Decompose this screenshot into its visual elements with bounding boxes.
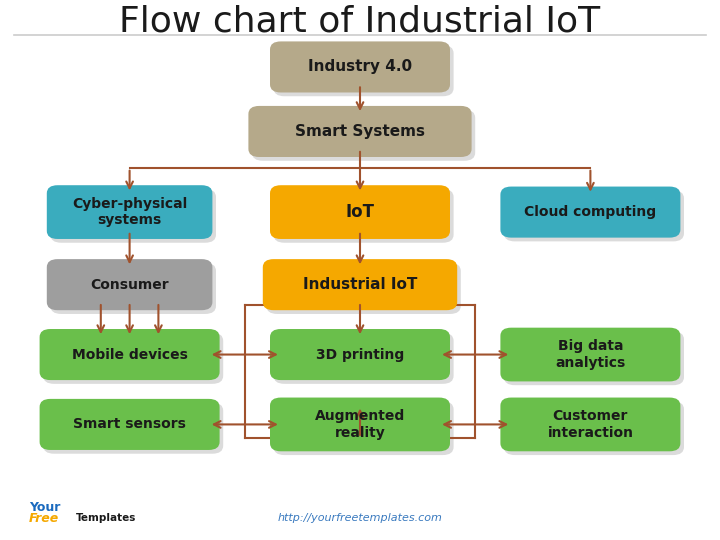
Text: Mobile devices: Mobile devices (72, 348, 187, 362)
FancyBboxPatch shape (40, 329, 220, 380)
FancyBboxPatch shape (500, 397, 680, 451)
FancyBboxPatch shape (274, 401, 454, 455)
Text: Free: Free (29, 512, 59, 525)
FancyBboxPatch shape (274, 45, 454, 96)
Text: Smart Systems: Smart Systems (295, 124, 425, 139)
FancyBboxPatch shape (504, 332, 684, 385)
FancyBboxPatch shape (274, 333, 454, 384)
FancyBboxPatch shape (266, 263, 461, 314)
FancyBboxPatch shape (270, 42, 450, 92)
Text: Cloud computing: Cloud computing (524, 205, 657, 219)
FancyBboxPatch shape (504, 401, 684, 455)
Text: Industrial IoT: Industrial IoT (303, 277, 417, 292)
FancyBboxPatch shape (47, 185, 212, 239)
Text: Augmented
reality: Augmented reality (315, 409, 405, 440)
Text: IoT: IoT (346, 203, 374, 221)
Text: Your: Your (29, 501, 60, 514)
Text: 3D printing: 3D printing (316, 348, 404, 362)
FancyBboxPatch shape (263, 259, 457, 310)
FancyBboxPatch shape (50, 189, 216, 243)
FancyBboxPatch shape (43, 403, 223, 454)
FancyBboxPatch shape (47, 259, 212, 310)
FancyBboxPatch shape (504, 190, 684, 241)
FancyBboxPatch shape (270, 185, 450, 239)
FancyBboxPatch shape (500, 328, 680, 381)
Text: Flow chart of Industrial IoT: Flow chart of Industrial IoT (120, 4, 600, 38)
FancyBboxPatch shape (270, 397, 450, 451)
Text: Big data
analytics: Big data analytics (555, 340, 626, 370)
FancyBboxPatch shape (40, 399, 220, 450)
Text: Customer
interaction: Customer interaction (547, 409, 634, 440)
Text: Consumer: Consumer (90, 278, 169, 292)
FancyBboxPatch shape (50, 263, 216, 314)
Text: Smart sensors: Smart sensors (73, 417, 186, 431)
FancyBboxPatch shape (43, 333, 223, 384)
Text: http://yourfreetemplates.com: http://yourfreetemplates.com (278, 514, 442, 523)
Text: Industry 4.0: Industry 4.0 (308, 59, 412, 75)
FancyBboxPatch shape (270, 329, 450, 380)
Text: Templates: Templates (76, 514, 136, 523)
Text: Cyber-physical
systems: Cyber-physical systems (72, 197, 187, 227)
FancyBboxPatch shape (252, 110, 475, 161)
FancyBboxPatch shape (248, 106, 472, 157)
FancyBboxPatch shape (274, 189, 454, 243)
FancyBboxPatch shape (500, 186, 680, 238)
